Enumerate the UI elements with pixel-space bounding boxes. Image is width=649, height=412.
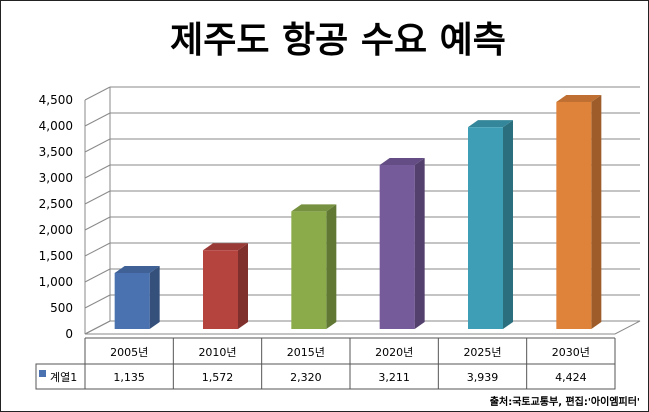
x-tick-label: 2030년 [552, 346, 590, 359]
bar [291, 211, 327, 329]
y-tick-label: 500 [50, 301, 73, 315]
x-tick-label: 2020년 [375, 346, 413, 359]
gridlines [84, 86, 641, 335]
data-label: 4,424 [555, 371, 587, 384]
x-tick-label: 2015년 [287, 346, 325, 359]
gridline-side [84, 190, 111, 205]
data-label: 2,320 [290, 371, 322, 384]
y-axis: 0 500 1,000 1,500 2,000 2,500 3,000 3,500 4,000 4… [39, 93, 86, 341]
x-tick-label: 2010년 [198, 346, 236, 359]
x-tick-label: 2025년 [463, 346, 501, 359]
x-tick-label: 2005년 [110, 346, 148, 359]
gridline-side [84, 242, 111, 257]
gridline-side [84, 138, 111, 153]
bar-side [591, 94, 602, 330]
bar-top [203, 243, 248, 251]
bar-top [468, 120, 513, 128]
y-tick-label: 2,000 [39, 223, 73, 237]
gridline-side [84, 268, 111, 283]
bar-side [149, 265, 160, 329]
y-tick-label: 4,000 [39, 119, 73, 133]
bar-side [326, 204, 337, 329]
bar [203, 250, 238, 329]
y-tick-label: 3,500 [39, 145, 73, 159]
gridline-side [84, 216, 111, 231]
data-table: 2005년 2010년 2015년 2020년 2025년 2030년 1,135 1,572… [35, 337, 616, 390]
bar-top [556, 94, 602, 102]
y-tick-label: 1,500 [39, 249, 73, 263]
bar [556, 101, 592, 330]
data-label: 1,572 [202, 371, 234, 384]
gridline-side [84, 294, 111, 309]
bars [114, 94, 602, 330]
legend-key [39, 370, 46, 377]
bar-top [291, 204, 337, 212]
y-tick-label: 3,000 [39, 171, 73, 185]
bar [379, 165, 415, 329]
data-label: 3,211 [378, 371, 410, 384]
y-tick-label: 2,500 [39, 197, 73, 211]
gridline-side [84, 164, 111, 179]
bar-side [238, 243, 248, 329]
bar-top [379, 158, 425, 166]
data-label: 1,135 [113, 371, 145, 384]
bar-side [414, 158, 425, 329]
y-tick-label: 4,500 [39, 93, 73, 107]
series-name: 계열1 [50, 371, 77, 384]
chart-title: 제주도 항공 수요 예측 [170, 20, 506, 61]
data-label: 3,939 [467, 371, 499, 384]
gridline-side [84, 320, 111, 335]
source-note: 출처:국토교통부, 편집:'아이엠피터' [490, 395, 640, 408]
gridline-side [84, 86, 111, 101]
gridline-side [84, 112, 111, 127]
bar-side [503, 120, 513, 329]
bar-top [114, 265, 160, 273]
y-tick-label: 1,000 [39, 275, 73, 289]
bar [114, 272, 150, 329]
bar [468, 127, 503, 329]
y-tick-label: 0 [65, 327, 73, 341]
